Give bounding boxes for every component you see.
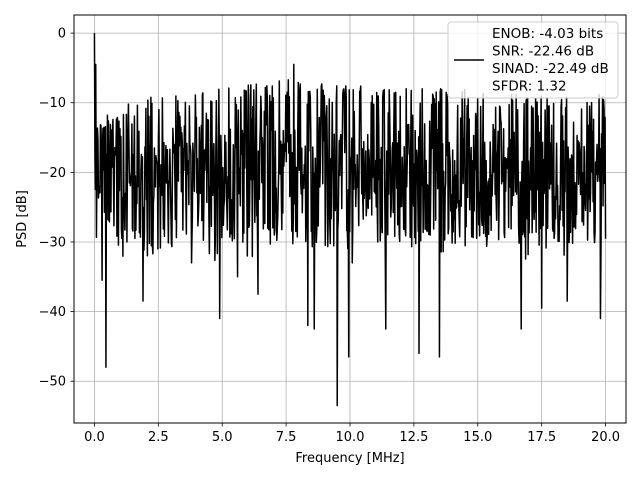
x-tick-label: 17.5 bbox=[527, 430, 556, 445]
legend-box bbox=[447, 21, 619, 99]
plot-area bbox=[93, 33, 607, 407]
x-tick-label: 15.0 bbox=[463, 430, 492, 445]
y-axis-label: PSD [dB] bbox=[15, 190, 30, 248]
x-tick-label: 7.5 bbox=[276, 430, 297, 445]
x-axis-label: Frequency [MHz] bbox=[295, 451, 404, 466]
x-tick-label: 10.0 bbox=[336, 430, 365, 445]
x-tick-label: 0.0 bbox=[84, 430, 105, 445]
x-tick-label: 12.5 bbox=[399, 430, 428, 445]
x-tick-label: 20.0 bbox=[591, 430, 620, 445]
psd-series-line bbox=[93, 33, 607, 407]
legend-entry-line: SFDR: 1.32 bbox=[492, 79, 567, 95]
x-tick-label: 5.0 bbox=[212, 430, 233, 445]
y-tick-label: −10 bbox=[39, 96, 66, 111]
y-tick-label: −20 bbox=[39, 166, 66, 181]
x-tick-label: 2.5 bbox=[148, 430, 169, 445]
ticks: 0.0 2.5 5.0 7.5 10.0 12.5 15.0 17.5 20.0 0 −10 −20 −… bbox=[39, 27, 620, 445]
legend-entry-line: SINAD: -22.49 dB bbox=[492, 61, 609, 77]
y-tick-label: −30 bbox=[39, 235, 66, 250]
legend-entry-line: SNR: -22.46 dB bbox=[492, 44, 594, 60]
y-tick-label: −40 bbox=[39, 305, 66, 320]
legend-entry-line: ENOB: -4.03 bits bbox=[492, 26, 603, 42]
y-tick-label: 0 bbox=[58, 27, 66, 42]
y-tick-label: −50 bbox=[39, 375, 66, 390]
